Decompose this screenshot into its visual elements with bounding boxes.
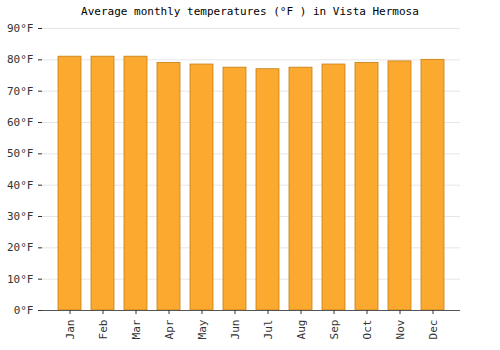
svg-text:30°F: 30°F	[7, 210, 34, 223]
svg-text:Jan: Jan	[64, 320, 77, 340]
svg-text:Mar: Mar	[130, 319, 143, 339]
svg-text:Aug: Aug	[295, 320, 308, 340]
svg-text:Jul: Jul	[262, 320, 275, 340]
svg-text:60°F: 60°F	[7, 116, 34, 129]
svg-text:Oct: Oct	[361, 320, 374, 340]
svg-text:10°F: 10°F	[7, 273, 34, 286]
svg-text:Sep: Sep	[328, 320, 341, 340]
svg-text:Apr: Apr	[163, 319, 176, 339]
svg-text:70°F: 70°F	[7, 85, 34, 98]
svg-text:50°F: 50°F	[7, 147, 34, 160]
svg-text:Jun: Jun	[229, 320, 242, 340]
svg-text:Nov: Nov	[394, 319, 407, 339]
svg-text:90°F: 90°F	[7, 22, 34, 35]
svg-text:Feb: Feb	[97, 320, 110, 340]
svg-text:0°F: 0°F	[14, 304, 34, 317]
svg-text:May: May	[196, 319, 209, 339]
svg-text:40°F: 40°F	[7, 179, 34, 192]
html-text:Average monthly temperatures (: Average monthly temperatures (°F ) in Vi…	[81, 5, 419, 18]
svg-text:80°F: 80°F	[7, 53, 34, 66]
svg-text:20°F: 20°F	[7, 241, 34, 254]
svg-text:Dec: Dec	[427, 320, 440, 340]
